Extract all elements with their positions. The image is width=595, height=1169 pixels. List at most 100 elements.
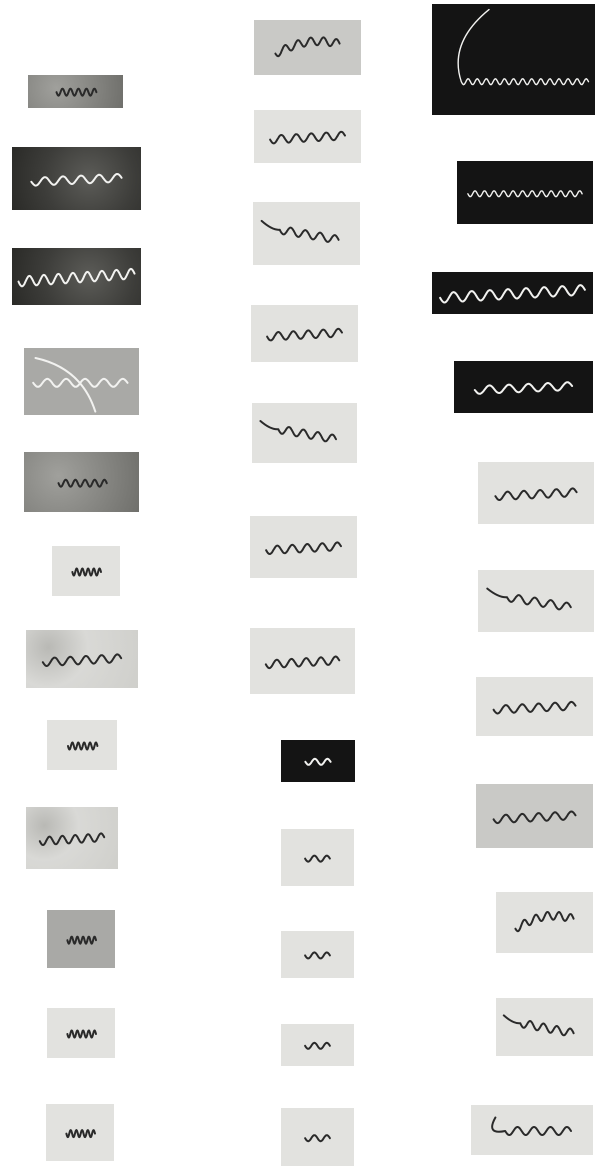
spirochete-drawing	[55, 87, 98, 97]
spirochete-organism	[304, 951, 331, 960]
micrograph-panel-left	[47, 910, 115, 968]
spirochete-drawing	[473, 381, 574, 395]
micrograph-panel-middle	[254, 20, 361, 75]
spirochete-drawing	[304, 854, 331, 863]
spirochete-organism	[65, 1129, 96, 1139]
spirochete-drawing	[259, 420, 337, 443]
spirochete-drawing	[66, 935, 97, 945]
spirochete-drawing	[274, 36, 341, 58]
spirochete-organism	[457, 8, 590, 86]
micrograph-panel-right	[476, 784, 593, 848]
spirochete-drawing	[57, 478, 108, 488]
micrograph-panel-left	[24, 348, 139, 415]
micrograph-panel-right	[496, 998, 593, 1056]
micrograph-panel-left	[26, 807, 118, 869]
spirochete-drawing	[260, 219, 340, 243]
spirochete-organism	[71, 567, 102, 577]
micrograph-panel-middle	[281, 829, 354, 886]
micrograph-panel-middle	[281, 1024, 354, 1066]
micrograph-panel-right	[471, 1105, 593, 1155]
spirochete-drawing	[494, 487, 578, 501]
spirochete-organism	[259, 420, 337, 443]
spirochete-drawing	[17, 267, 136, 288]
micrograph-panel-left	[26, 630, 138, 688]
spirochete-drawing	[502, 1014, 575, 1037]
micrograph-panel-right	[478, 462, 594, 524]
spirochete-organism	[304, 757, 332, 766]
spirochete-drawing	[492, 810, 577, 825]
spirochete-drawing	[486, 587, 572, 611]
micrograph-panel-left	[24, 452, 139, 512]
micrograph-panel-middle	[252, 403, 357, 463]
spirochete-organism	[260, 219, 340, 243]
spirochete-organism	[55, 87, 98, 97]
spirochete-drawing	[304, 1134, 331, 1143]
spirochete-organism	[17, 267, 136, 288]
spirochete-organism	[494, 487, 578, 501]
spirochete-organism	[491, 1116, 572, 1136]
spirochete-drawing	[491, 1116, 572, 1136]
spirochete-organism	[30, 173, 123, 187]
spirochete-organism	[467, 190, 583, 198]
spirochete-drawing	[65, 1129, 96, 1139]
micrograph-panel-right	[454, 361, 593, 413]
spirochete-drawing	[32, 357, 129, 413]
spirochete-drawing	[304, 757, 332, 766]
micrograph-panel-middle	[250, 628, 355, 694]
micrograph-panel-left	[12, 147, 141, 210]
spirochete-drawing	[38, 832, 106, 846]
spirochete-organism	[304, 854, 331, 863]
spirochete-organism	[439, 284, 586, 304]
spirochete-organism	[66, 1029, 97, 1039]
micrograph-panel-right	[457, 161, 593, 224]
spirochete-drawing	[71, 567, 102, 577]
spirochete-organism	[38, 832, 106, 846]
spirochete-organism	[41, 653, 123, 667]
spirochete-drawing	[304, 1041, 331, 1050]
spirochete-drawing	[304, 951, 331, 960]
micrograph-panel-middle	[281, 1108, 354, 1166]
micrograph-panel-middle	[281, 740, 355, 782]
micrograph-panel-left	[47, 1008, 115, 1058]
micrograph-panel-right	[496, 892, 593, 953]
micrograph-panel-middle	[253, 202, 360, 265]
spirochete-organism	[274, 36, 341, 58]
micrograph-panel-middle	[254, 110, 361, 163]
spirochete-organism	[492, 700, 577, 715]
micrograph-panel-left	[12, 248, 141, 305]
spirochete-drawing	[439, 284, 586, 304]
spirochete-drawing	[67, 741, 99, 751]
spirochete-organism	[66, 935, 97, 945]
spirochete-organism	[269, 130, 346, 145]
micrograph-panel-right	[476, 677, 593, 736]
spirochete-organism	[304, 1041, 331, 1050]
micrograph-panel-left	[46, 1104, 114, 1161]
spirochete-organism	[67, 741, 99, 751]
spirochete-drawing	[514, 911, 575, 933]
spirochete-drawing	[492, 700, 577, 715]
micrograph-panel-right	[478, 570, 594, 632]
spirochete-organism	[57, 478, 108, 488]
spirochete-drawing	[266, 327, 343, 342]
spirochete-organism	[486, 587, 572, 611]
micrograph-panel-left	[47, 720, 117, 770]
micrograph-panel-middle	[250, 516, 357, 578]
spirochete-drawing	[457, 8, 590, 86]
spirochete-organism	[473, 381, 574, 395]
micrograph-panel-left	[28, 75, 123, 108]
micrograph-panel-right	[432, 4, 595, 115]
micrograph-panel-left	[52, 546, 120, 596]
spirochete-drawing	[41, 653, 123, 667]
spirochete-organism	[32, 357, 129, 413]
micrograph-panel-right	[432, 272, 593, 314]
spirochete-organism	[492, 810, 577, 825]
spirochete-organism	[264, 655, 341, 670]
spirochete-drawing	[66, 1029, 97, 1039]
spirochete-organism	[266, 327, 343, 342]
spirochete-drawing	[269, 130, 346, 145]
spirochete-drawing	[265, 541, 342, 555]
spirochete-organism	[502, 1014, 575, 1037]
micrograph-panel-middle	[281, 931, 354, 978]
micrograph-panel-middle	[251, 305, 358, 362]
